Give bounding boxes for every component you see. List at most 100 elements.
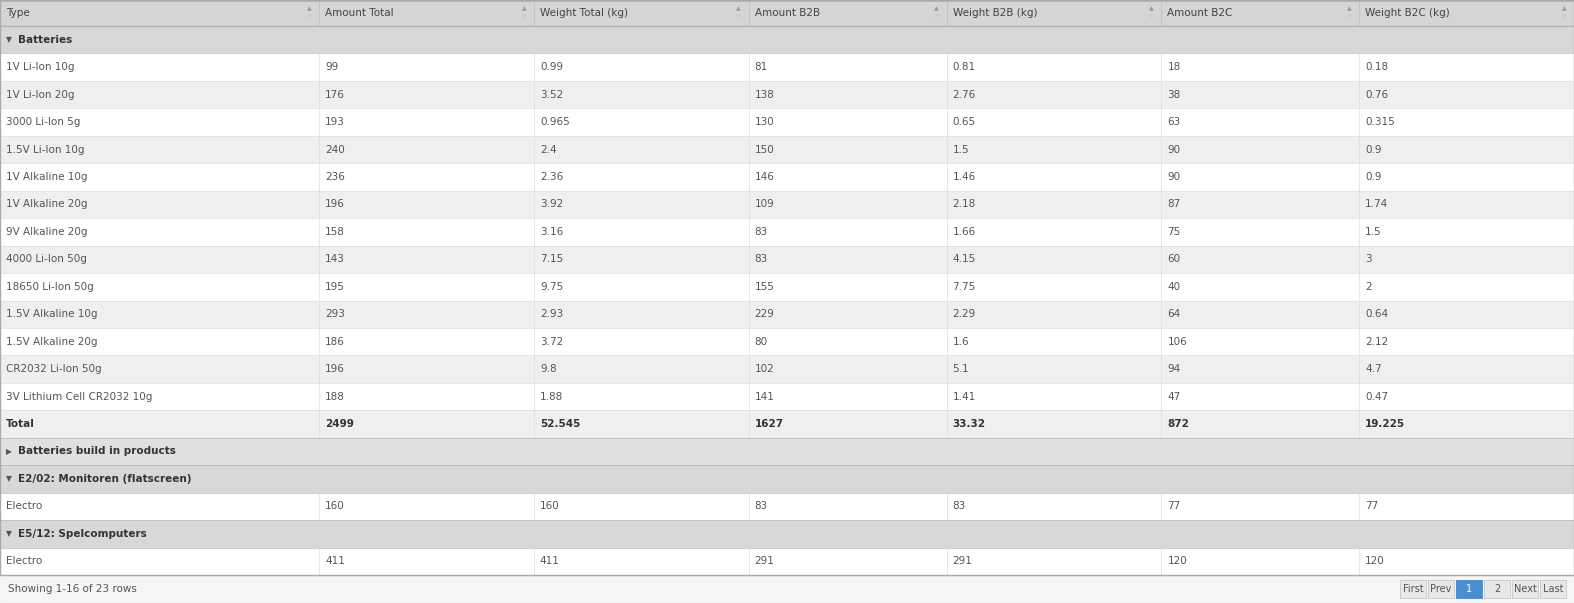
Text: 99: 99: [326, 62, 338, 72]
Text: ▲: ▲: [737, 7, 741, 11]
Text: 146: 146: [754, 172, 774, 182]
Bar: [0, 109, 1574, 136]
Text: 19.225: 19.225: [1365, 419, 1406, 429]
Text: 0.76: 0.76: [1365, 90, 1388, 99]
Text: 5.1: 5.1: [952, 364, 970, 374]
Text: ▲: ▲: [1561, 7, 1566, 11]
Text: 1: 1: [1465, 584, 1472, 594]
Text: 196: 196: [326, 200, 345, 209]
Text: 158: 158: [326, 227, 345, 237]
Bar: [0, 273, 1574, 300]
Text: 0.64: 0.64: [1365, 309, 1388, 319]
Text: 18650 Li-Ion 50g: 18650 Li-Ion 50g: [6, 282, 94, 292]
Text: 293: 293: [326, 309, 345, 319]
Text: 2: 2: [1365, 282, 1373, 292]
Text: 2: 2: [1494, 584, 1500, 594]
Text: 0.18: 0.18: [1365, 62, 1388, 72]
Text: 106: 106: [1168, 336, 1187, 347]
Text: Weight B2C (kg): Weight B2C (kg): [1365, 8, 1450, 18]
Text: 9V Alkaline 20g: 9V Alkaline 20g: [6, 227, 88, 237]
Text: 2.76: 2.76: [952, 90, 976, 99]
Text: 81: 81: [754, 62, 768, 72]
Text: 160: 160: [326, 501, 345, 511]
Text: ▲: ▲: [935, 7, 940, 11]
Text: 411: 411: [540, 557, 560, 566]
Text: 0.9: 0.9: [1365, 145, 1382, 154]
Text: 1.6: 1.6: [952, 336, 970, 347]
Text: ▼: ▼: [6, 529, 13, 538]
Text: ▲: ▲: [307, 7, 312, 11]
Text: 291: 291: [952, 557, 973, 566]
Text: 77: 77: [1168, 501, 1180, 511]
Text: 0.65: 0.65: [952, 117, 976, 127]
Text: 138: 138: [754, 90, 774, 99]
Bar: [1539, 580, 1566, 598]
Text: 1V Li-Ion 10g: 1V Li-Ion 10g: [6, 62, 74, 72]
Text: ▲: ▲: [521, 7, 526, 11]
Text: 80: 80: [754, 336, 768, 347]
Text: E2/02: Monitoren (flatscreen): E2/02: Monitoren (flatscreen): [17, 474, 192, 484]
Bar: [0, 54, 1574, 81]
Bar: [0, 383, 1574, 410]
Text: ▼: ▼: [521, 14, 526, 19]
Text: 2499: 2499: [326, 419, 354, 429]
Text: 150: 150: [754, 145, 774, 154]
Text: 160: 160: [540, 501, 560, 511]
Text: 130: 130: [754, 117, 774, 127]
Text: ▼: ▼: [1347, 14, 1352, 19]
Text: 0.99: 0.99: [540, 62, 563, 72]
Text: Type: Type: [6, 8, 30, 18]
Text: 3.92: 3.92: [540, 200, 563, 209]
Text: 40: 40: [1168, 282, 1180, 292]
Bar: [0, 0, 1574, 26]
Bar: [1513, 580, 1538, 598]
Text: 240: 240: [326, 145, 345, 154]
Text: 188: 188: [326, 391, 345, 402]
Text: Electro: Electro: [6, 557, 42, 566]
Text: E5/12: Spelcomputers: E5/12: Spelcomputers: [17, 529, 146, 539]
Text: 1.88: 1.88: [540, 391, 563, 402]
Text: 1.5: 1.5: [1365, 227, 1382, 237]
Text: CR2032 Li-Ion 50g: CR2032 Li-Ion 50g: [6, 364, 102, 374]
Text: 141: 141: [754, 391, 774, 402]
Text: 186: 186: [326, 336, 345, 347]
Text: 236: 236: [326, 172, 345, 182]
Text: 63: 63: [1168, 117, 1180, 127]
Text: 83: 83: [754, 227, 768, 237]
Bar: [1399, 580, 1426, 598]
Text: 4.15: 4.15: [952, 254, 976, 264]
Text: 2.93: 2.93: [540, 309, 563, 319]
Text: ▶: ▶: [6, 447, 13, 456]
Text: 77: 77: [1365, 501, 1379, 511]
Bar: [0, 355, 1574, 383]
Text: 1.5V Alkaline 20g: 1.5V Alkaline 20g: [6, 336, 98, 347]
Bar: [1399, 580, 1426, 598]
Text: 7.75: 7.75: [952, 282, 976, 292]
Bar: [0, 575, 1574, 603]
Text: 291: 291: [754, 557, 774, 566]
Text: 2.12: 2.12: [1365, 336, 1388, 347]
Bar: [0, 191, 1574, 218]
Text: 102: 102: [754, 364, 774, 374]
Text: 0.81: 0.81: [952, 62, 976, 72]
Text: ▼: ▼: [6, 35, 13, 44]
Text: 75: 75: [1168, 227, 1180, 237]
Text: 2.18: 2.18: [952, 200, 976, 209]
Bar: [1484, 580, 1509, 598]
Text: 3: 3: [1365, 254, 1373, 264]
Text: ▼: ▼: [6, 475, 13, 484]
Bar: [1456, 580, 1483, 598]
Bar: [0, 520, 1574, 548]
Bar: [0, 548, 1574, 575]
Text: 1V Alkaline 20g: 1V Alkaline 20g: [6, 200, 88, 209]
Text: 1.41: 1.41: [952, 391, 976, 402]
Text: Last: Last: [1543, 584, 1563, 594]
Text: 872: 872: [1168, 419, 1190, 429]
Text: 1.5V Alkaline 10g: 1.5V Alkaline 10g: [6, 309, 98, 319]
Text: 3V Lithium Cell CR2032 10g: 3V Lithium Cell CR2032 10g: [6, 391, 153, 402]
Text: 0.315: 0.315: [1365, 117, 1395, 127]
Text: 120: 120: [1168, 557, 1187, 566]
Text: 0.47: 0.47: [1365, 391, 1388, 402]
Text: ▲: ▲: [1149, 7, 1154, 11]
Text: Weight Total (kg): Weight Total (kg): [540, 8, 628, 18]
